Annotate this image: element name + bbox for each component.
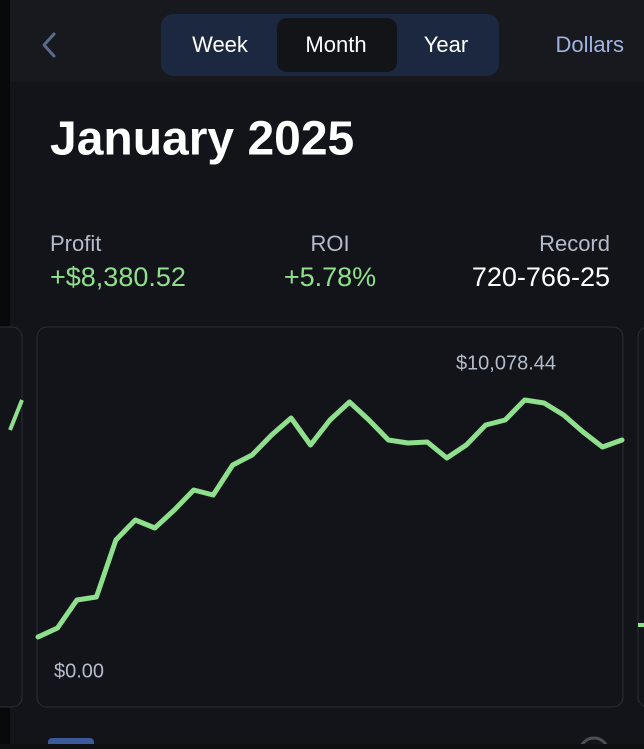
prev-card-line [8,399,24,431]
chart: $0.00 $10,078.44 [35,352,625,682]
chart-card [36,326,624,708]
unit-toggle[interactable]: Dollars [556,32,624,57]
back-button[interactable] [42,32,56,58]
stat-label: ROI [310,231,349,256]
page-title: January 2025 [50,113,354,166]
info-icon [578,736,610,749]
y-max-label: $10,078.44 [456,352,556,374]
tab[interactable]: Year [424,32,468,57]
tab[interactable]: Week [192,32,249,57]
data-line [35,397,625,640]
stat-value: +5.78% [284,262,376,292]
prev-card [0,326,23,708]
stat-label: Profit [50,231,101,256]
stat-label: Record [539,231,610,256]
stat-value: +$8,380.52 [50,262,186,292]
list-icon [48,738,94,749]
selected-tab-bg [277,18,397,72]
tab[interactable]: Month [305,32,366,57]
next-card [637,327,644,707]
stat-value: 720-766-25 [472,262,610,292]
y-min-label: $0.00 [54,660,104,682]
